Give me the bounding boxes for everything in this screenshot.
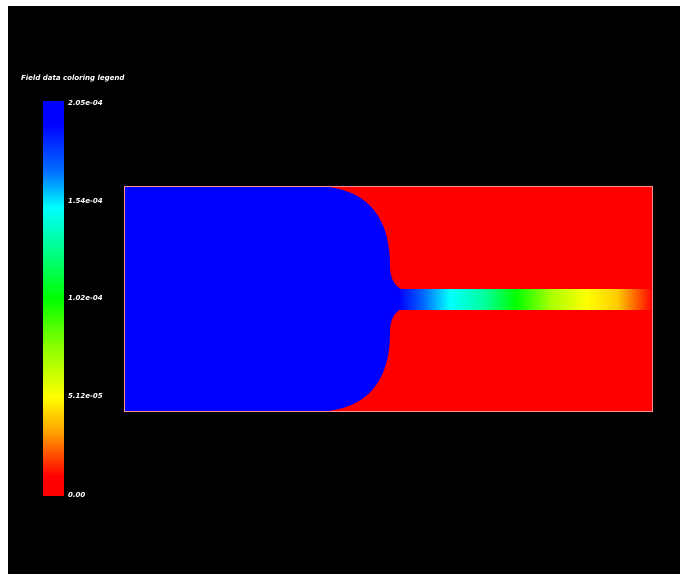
high-value-region xyxy=(124,186,418,412)
legend-title: Field data coloring legend xyxy=(21,74,125,82)
legend-tick-low: 5.12e-05 xyxy=(68,392,103,400)
legend-tick-min: 0.00 xyxy=(68,491,86,499)
render-viewport: Field data coloring legend 2.05e-04 1.54… xyxy=(8,6,680,574)
legend-tick-mid: 1.02e-04 xyxy=(68,294,103,302)
simulation-domain xyxy=(124,186,653,412)
color-legend-bar xyxy=(43,101,64,496)
legend-tick-high: 1.54e-04 xyxy=(68,197,103,205)
outflow-jet xyxy=(399,289,653,310)
legend-tick-max: 2.05e-04 xyxy=(68,99,103,107)
domain-outline xyxy=(124,186,653,412)
